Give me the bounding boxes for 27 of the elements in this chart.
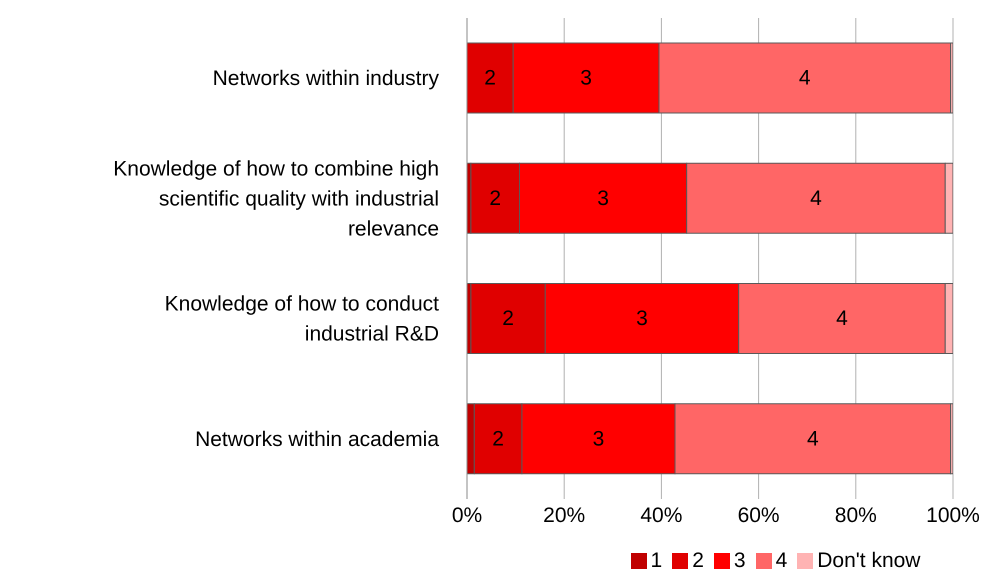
y-tick-label: Networks within industry [212, 66, 440, 90]
legend-label: 4 [776, 549, 788, 572]
text: 4 [798, 66, 811, 90]
y-tick-label: Knowledge of how to combine high scientific quality with industrial relevance [113, 156, 439, 240]
text: 2 [484, 66, 496, 90]
x-tick-label: 60% [738, 504, 780, 527]
y-tick-label: Knowledge of how to conduct industrial R&D [164, 292, 440, 346]
text: 2 [492, 427, 504, 450]
text: 3 [580, 66, 592, 90]
x-tick-label: 0% [452, 504, 482, 527]
text: 2 [502, 307, 514, 330]
x-tick-label: 80% [834, 504, 877, 527]
legend-label: 2 [692, 549, 704, 572]
y-tick-label: Networks within academia [195, 427, 440, 450]
legend-label: 1 [650, 549, 662, 572]
x-tick-label: 40% [640, 504, 682, 527]
legend-label: Don't know [817, 549, 920, 572]
text: 4 [836, 307, 848, 330]
text: 3 [636, 307, 648, 330]
legend-label: 3 [734, 549, 746, 572]
text: 4 [810, 186, 822, 210]
text: 2 [489, 186, 502, 210]
text: 3 [592, 427, 604, 450]
x-tick-label: 20% [543, 504, 586, 527]
text: 3 [597, 186, 609, 210]
x-tick-label: 100% [926, 504, 980, 527]
text: 4 [806, 427, 819, 450]
